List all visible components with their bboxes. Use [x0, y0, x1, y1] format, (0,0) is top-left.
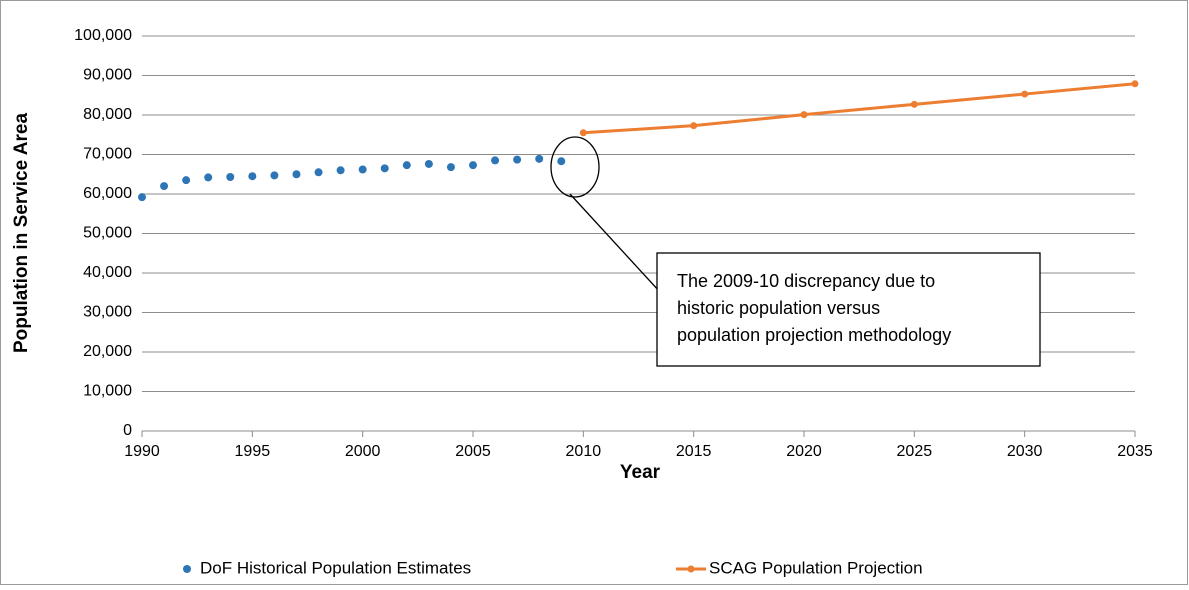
y-tick-label: 70,000 [83, 146, 132, 163]
data-point [314, 168, 323, 177]
y-tick-label: 90,000 [83, 67, 132, 84]
data-point [226, 173, 235, 182]
data-point [469, 161, 477, 170]
y-tick-label: 40,000 [83, 264, 132, 281]
legend-label: DoF Historical Population Estimates [200, 558, 471, 577]
annotation-ellipse [550, 136, 600, 198]
x-tick-label: 1995 [235, 443, 271, 460]
line-marker [1131, 80, 1139, 88]
legend-marker [687, 565, 695, 573]
x-tick-label: 2030 [1007, 443, 1043, 460]
legend-marker [183, 565, 191, 573]
data-point [535, 154, 544, 163]
data-point [336, 166, 345, 175]
annotation-connector [569, 193, 661, 293]
x-axis-title: Year [620, 462, 661, 483]
data-point [491, 156, 500, 165]
annotation-text: historic population versus [677, 298, 880, 318]
data-point [513, 155, 522, 164]
data-point [182, 176, 191, 185]
annotation-box [656, 252, 1041, 367]
data-point [204, 173, 213, 182]
series-line [583, 82, 1136, 135]
x-tick-label: 1990 [124, 443, 160, 460]
data-point [424, 159, 433, 168]
y-axis-title: Population in Service Area [11, 113, 32, 353]
annotation-text: The 2009-10 discrepancy due to [677, 271, 935, 291]
line-marker [800, 111, 808, 119]
x-tick-label: 2000 [345, 443, 381, 460]
data-point [446, 163, 455, 172]
x-tick-label: 2005 [455, 443, 491, 460]
y-tick-label: 20,000 [83, 343, 132, 360]
data-point [248, 172, 257, 181]
data-point [402, 161, 411, 170]
y-tick-label: 0 [123, 422, 132, 439]
x-tick-label: 2035 [1117, 443, 1153, 460]
data-point [270, 171, 279, 180]
legend-label: SCAG Population Projection [709, 558, 923, 577]
line-marker [1021, 90, 1029, 98]
line-marker [579, 129, 587, 137]
data-point [138, 193, 146, 202]
y-tick-label: 10,000 [83, 383, 132, 400]
line-marker [910, 100, 918, 108]
y-tick-label: 50,000 [83, 225, 132, 242]
y-tick-label: 100,000 [74, 27, 132, 44]
y-tick-label: 80,000 [83, 106, 132, 123]
line-marker [690, 122, 698, 130]
y-tick-label: 30,000 [83, 304, 132, 321]
y-tick-label: 60,000 [83, 185, 132, 202]
data-point [292, 170, 301, 179]
data-point [557, 157, 566, 166]
x-tick-label: 2020 [786, 443, 822, 460]
x-tick-label: 2010 [566, 443, 602, 460]
annotation-text: population projection methodology [677, 325, 951, 345]
data-point [358, 165, 367, 174]
x-tick-label: 2025 [897, 443, 933, 460]
x-tick-label: 2015 [676, 443, 712, 460]
data-point [380, 164, 389, 173]
data-point [160, 182, 169, 191]
